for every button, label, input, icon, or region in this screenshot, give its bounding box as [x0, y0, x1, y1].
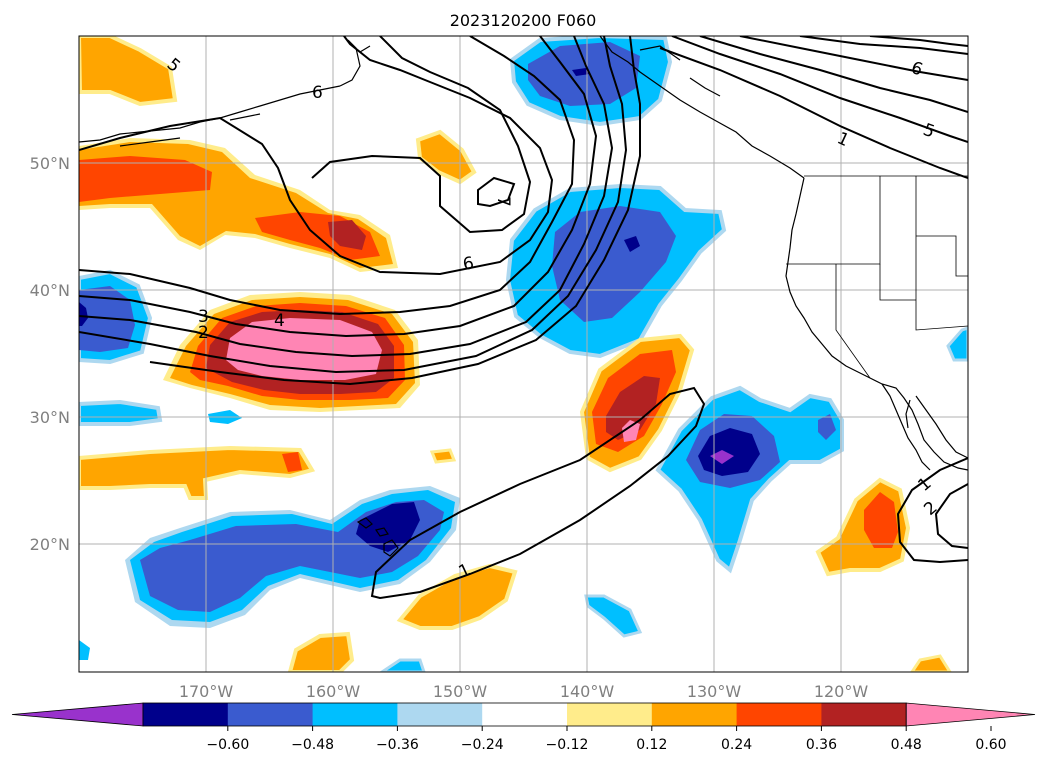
anomaly-neg-27n-purple [710, 450, 734, 464]
colorbar-tick-label: −0.12 [546, 737, 589, 753]
lon-label-120w: 120°W [814, 682, 869, 701]
contour-label: 6 [312, 83, 323, 103]
colorbar-tick-label: −0.36 [376, 737, 419, 753]
colorbar-tick-label: 0.24 [721, 737, 752, 753]
anomaly-neg-gulf-alaska-core [572, 68, 590, 76]
anomaly-pos-band-25n [79, 445, 316, 500]
figure-title: 2023120200 F060 [450, 11, 597, 30]
colorbar-tick-label: 0.12 [636, 737, 667, 753]
colorbar-extend-low [11, 702, 144, 727]
colorbar-segment [736, 703, 822, 726]
contour-se-1 [896, 457, 968, 564]
lon-label-160w: 160°W [306, 682, 361, 701]
contour-line-7 [477, 176, 516, 208]
lon-label-170w: 170°W [179, 682, 234, 701]
colorbar-extend-high [905, 702, 1036, 727]
contour-label: 4 [274, 311, 285, 331]
contour-east-5 [799, 36, 968, 55]
lat-label-20n: 20°N [30, 535, 70, 554]
lon-labels: 170°W 160°W 150°W 140°W 130°W 120°W [179, 682, 869, 701]
contour-trough-4 [79, 36, 628, 374]
lat-labels: 50°N 40°N 30°N 20°N [30, 154, 70, 554]
contour-line-6 [311, 36, 532, 234]
colorbar-segment [143, 703, 229, 726]
anomaly-pos-bottom-1 [287, 631, 355, 672]
colorbar-tick-label: 0.48 [891, 737, 922, 753]
contour-east-4 [739, 36, 968, 81]
anomaly-neg-16n [584, 594, 643, 638]
contour-label: 6 [461, 253, 475, 275]
anomaly-pos-30n-darkred [606, 376, 660, 440]
lon-label-130w: 130°W [687, 682, 742, 701]
contour-east-1 [659, 47, 968, 179]
lat-label-30n: 30°N [30, 408, 70, 427]
contour-line-north [79, 36, 554, 276]
anomaly-neg-east-edge [946, 326, 968, 362]
contour-lines [79, 36, 968, 600]
colorbar-tick-label: −0.24 [461, 737, 504, 753]
coastlines [79, 36, 968, 557]
contour-east-6 [869, 36, 968, 47]
contour-loop-1 [370, 386, 706, 600]
state-borders [786, 175, 968, 379]
map-frame [78, 35, 969, 673]
contour-trough-1 [79, 36, 576, 316]
anomaly-band-50n-red [79, 156, 212, 202]
colorbar-segment [397, 703, 483, 726]
contour-se-2 [934, 483, 968, 549]
anomaly-pos-bottom-2 [910, 654, 952, 672]
anomaly-neg-band-20n-navy [356, 502, 420, 552]
contour-trough-5 [149, 36, 641, 386]
anomaly-pos-20n-east-red [864, 492, 898, 548]
anomaly-neg-pnw-core [624, 236, 640, 252]
colorbar-segment [227, 703, 314, 726]
anomaly-pos-spot-small [429, 448, 457, 464]
contour-trough-3 [79, 36, 614, 358]
colorbar-tick-label: −0.48 [291, 737, 334, 753]
anomaly-neg-west-38n-core [79, 302, 88, 326]
anomaly-neg-strip-30n [79, 399, 163, 426]
colorbar-segment [651, 703, 738, 726]
colorbar-border [142, 702, 907, 727]
lat-label-50n: 50°N [30, 154, 70, 173]
anomaly-neg-bottom-1 [379, 658, 426, 672]
contour-label: 2 [198, 323, 209, 343]
anomaly-band-50n-darkred [328, 220, 366, 250]
colorbar-segment [482, 703, 568, 726]
lon-label-150w: 150°W [433, 682, 488, 701]
colorbar-segment [821, 703, 907, 726]
lat-label-40n: 40°N [30, 281, 70, 300]
contour-east-2 [671, 36, 968, 143]
colorbar-tick-label: −0.60 [206, 737, 249, 753]
colorbar: −0.60 −0.48 −0.36 −0.24 −0.12 0.12 0.24 0.36 0.4… [11, 702, 1036, 753]
contour-east-3 [699, 36, 968, 113]
contour-label: 7 [493, 196, 513, 207]
anomaly-neg-27n-east [818, 414, 836, 440]
colorbar-tick-label: 0.60 [975, 737, 1006, 753]
colorbar-segment [312, 703, 398, 726]
anomaly-neg-bottom-0 [79, 640, 90, 660]
contour-trough-2 [79, 36, 598, 338]
anomaly-pos-30n-pink [622, 420, 640, 442]
anomaly-pos-spot-25n [282, 452, 302, 472]
lon-label-140w: 140°W [560, 682, 615, 701]
colorbar-tick-label: 0.36 [806, 737, 837, 753]
contour-label: 3 [198, 307, 209, 327]
colorbar-segment [567, 703, 653, 726]
anomaly-patch-orange-nw [79, 36, 178, 107]
